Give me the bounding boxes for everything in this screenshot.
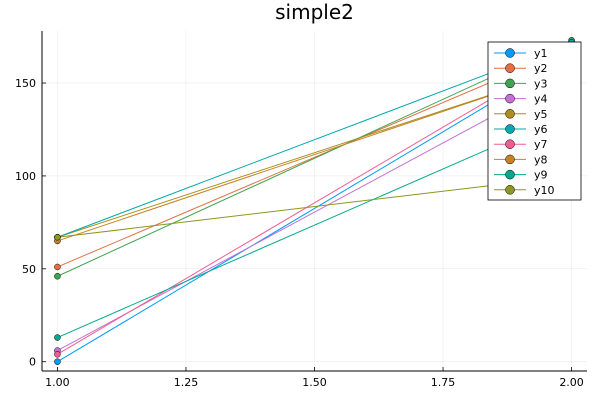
legend-marker-y6 [505, 124, 515, 134]
legend-label-y1: y1 [534, 47, 548, 60]
data-point-y2 [54, 263, 61, 271]
legend-label-y9: y9 [534, 169, 548, 182]
data-point-y7 [54, 351, 61, 358]
legend-label-y7: y7 [534, 138, 548, 151]
series-line-y9 [57, 112, 572, 339]
series-line-y6 [57, 41, 572, 238]
data-point-y3 [54, 272, 61, 280]
y-tick-label: 0 [29, 356, 36, 369]
data-point-y1 [54, 358, 61, 365]
legend-label-y6: y6 [534, 123, 548, 136]
legend-label-y10: y10 [534, 184, 555, 197]
legend-marker-y4 [505, 93, 515, 104]
legend-marker-y9 [505, 169, 515, 180]
legend-label-y4: y4 [534, 93, 548, 106]
legend-label-y3: y3 [534, 77, 548, 90]
legend: y1 y2 y3 y4 y5 y6 y7 y8 y9 y10 [487, 41, 582, 201]
x-tick-label: 1.25 [174, 376, 199, 389]
series-line-y4 [57, 73, 572, 352]
series-line-y1 [57, 54, 572, 363]
y-tick-label: 100 [15, 170, 36, 183]
series-line-y10 [57, 175, 572, 238]
data-point-y10 [54, 233, 61, 241]
legend-label-y8: y8 [534, 153, 548, 166]
tick-labels: 1.00 1.25 1.50 1.75 2.00 0 50 100 150 [15, 77, 584, 389]
legend-marker-y7 [505, 139, 515, 149]
chart-title: simple2 [275, 0, 354, 24]
legend-label-y5: y5 [534, 108, 548, 121]
data-point-y9 [54, 334, 61, 341]
series-line-y3 [57, 39, 572, 277]
legend-marker-y10 [505, 185, 515, 195]
y-tick-label: 150 [15, 77, 36, 90]
y-tick-label: 50 [22, 263, 36, 276]
series-lines [57, 39, 572, 363]
x-tick-label: 2.00 [559, 376, 584, 389]
legend-marker-y3 [505, 78, 515, 89]
series-line-y5 [57, 67, 572, 238]
x-tick-label: 1.75 [431, 376, 456, 389]
legend-label-y2: y2 [534, 62, 548, 75]
legend-marker-y8 [505, 154, 515, 165]
series-line-y2 [57, 47, 572, 268]
legend-marker-y2 [505, 63, 515, 73]
axes [41, 31, 587, 372]
x-tick-label: 1.00 [45, 376, 70, 389]
series-line-y7 [57, 51, 572, 355]
legend-marker-y5 [505, 109, 515, 119]
x-tick-label: 1.50 [302, 376, 327, 389]
series-line-y8 [57, 67, 572, 242]
legend-marker-y1 [505, 48, 515, 58]
